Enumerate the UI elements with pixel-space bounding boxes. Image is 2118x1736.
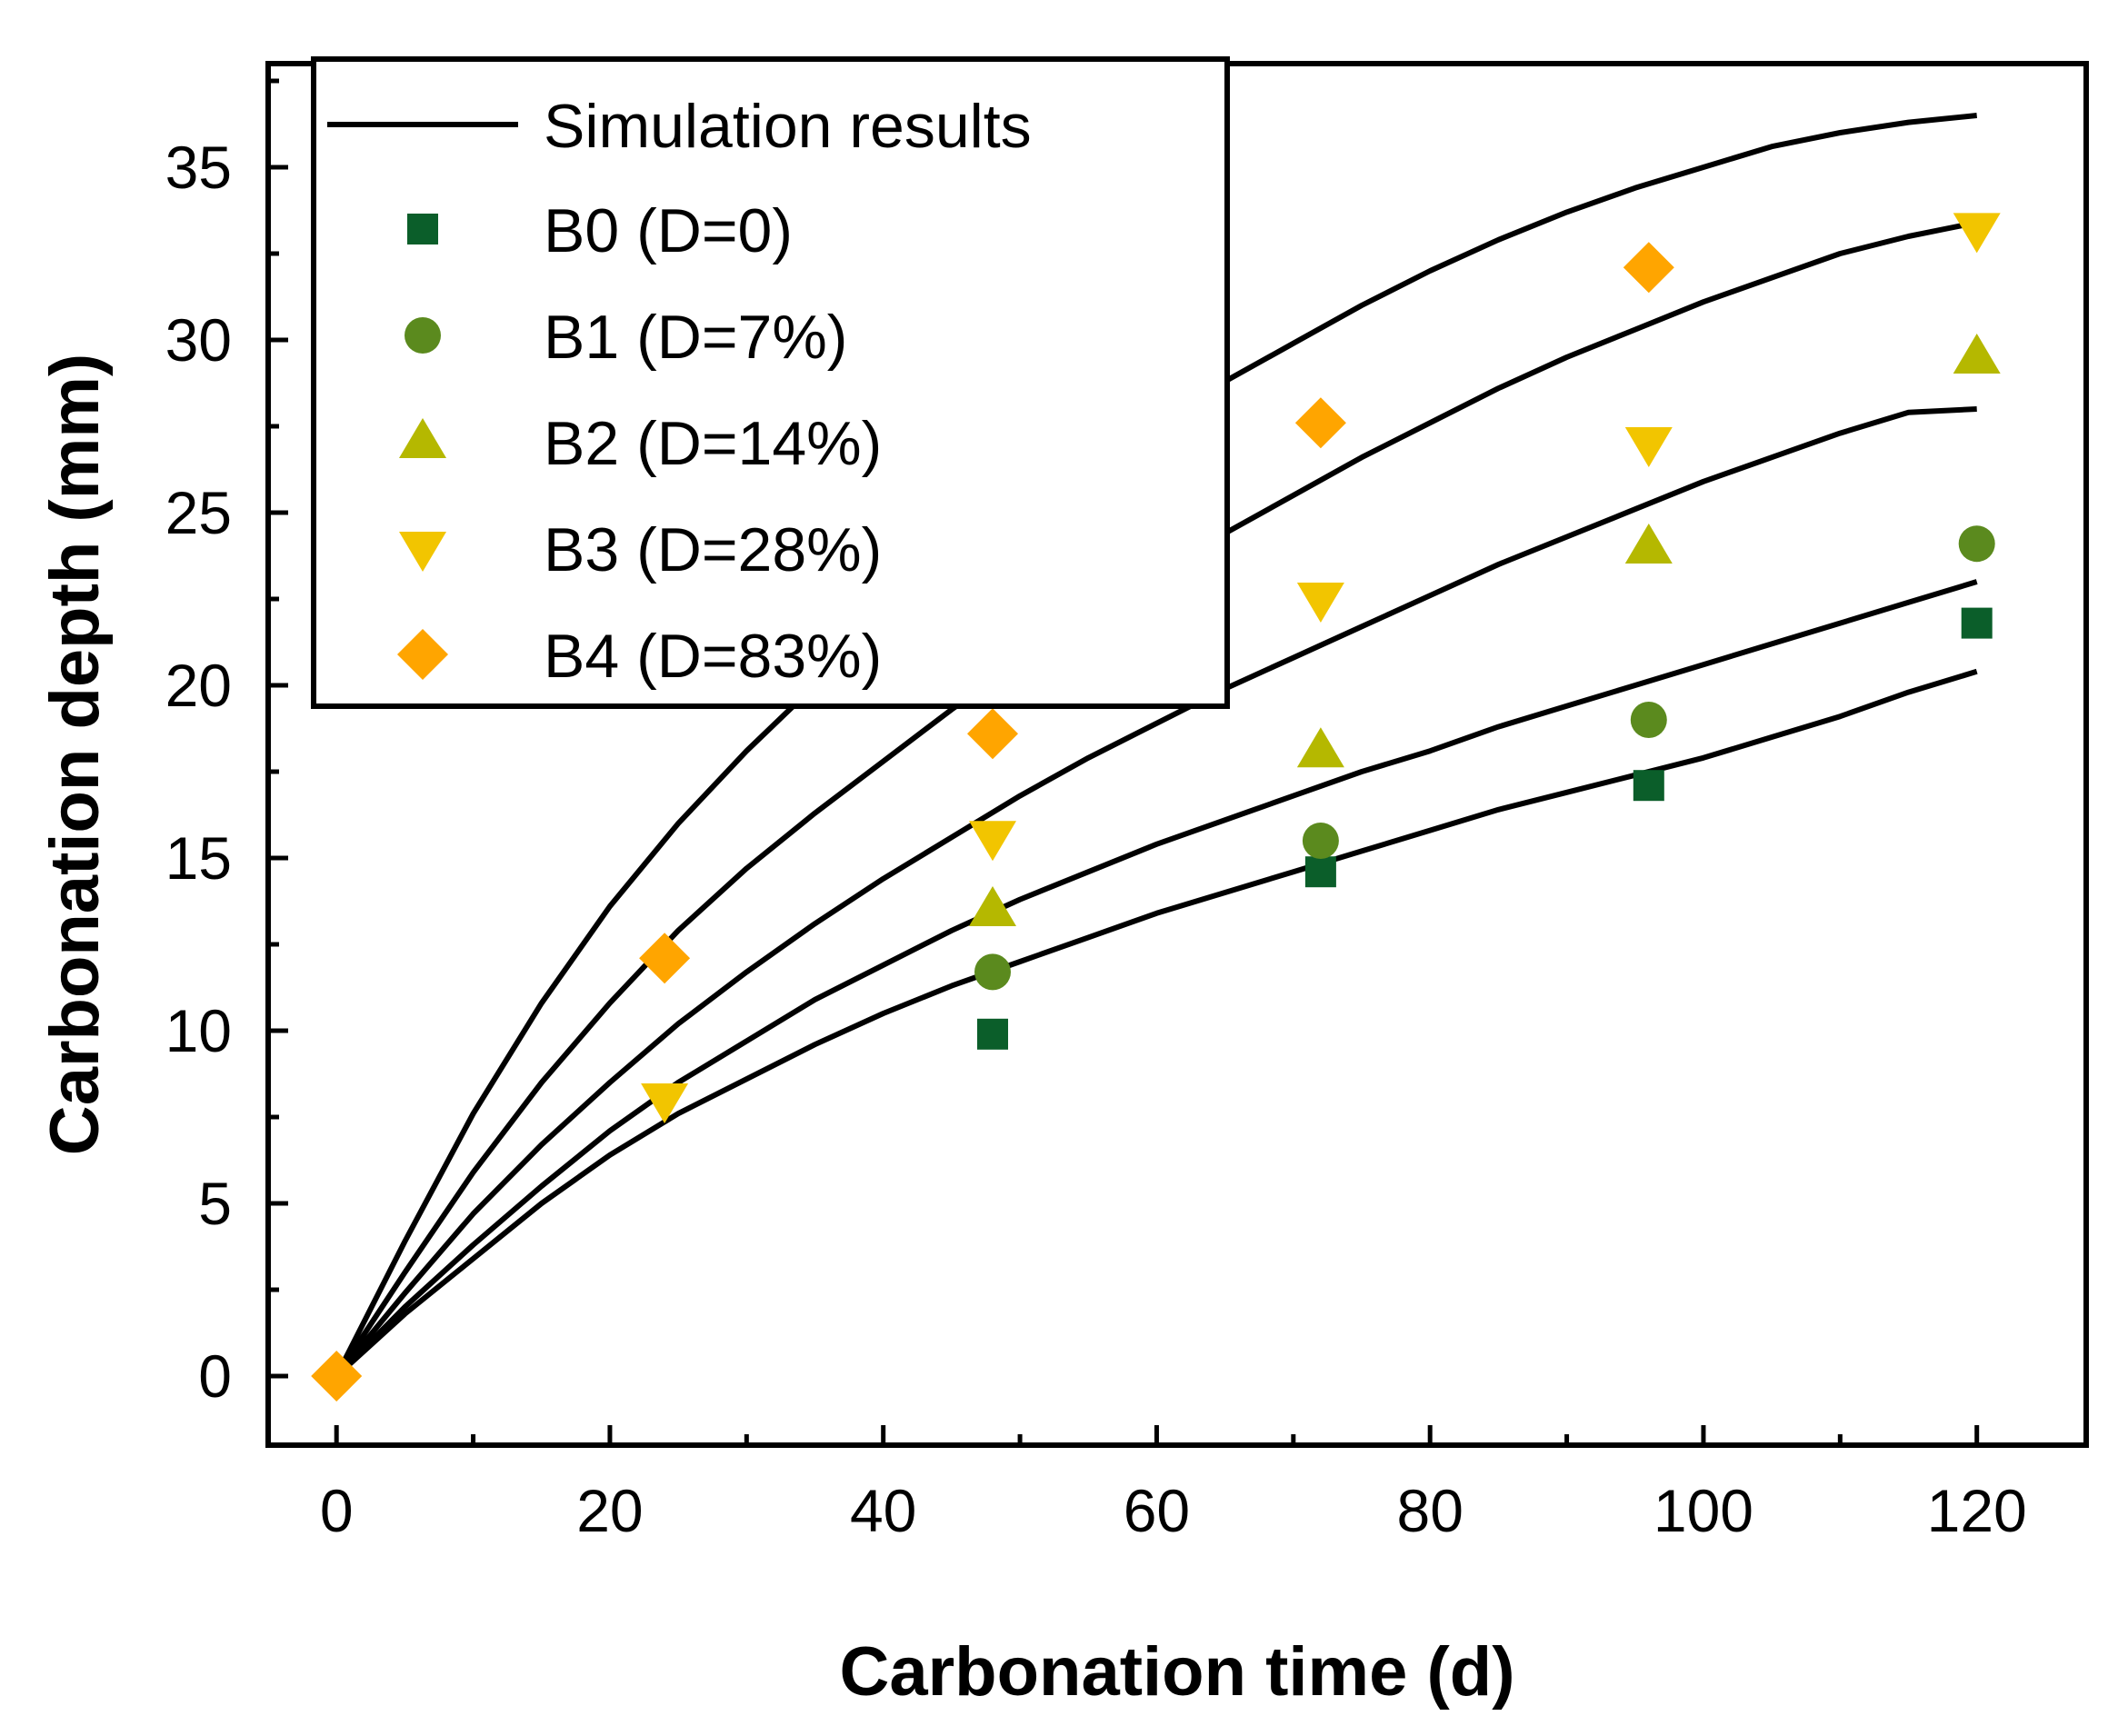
y-axis-title: Carbonation depth (mm) xyxy=(36,354,114,1155)
data-point-triangle-up xyxy=(968,886,1016,926)
x-tick-label: 80 xyxy=(1396,1477,1463,1544)
data-point-triangle-up xyxy=(1624,524,1673,564)
tick-labels: 0 20 40 60 80 100 120 0 5 10 15 20 25 30 35 xyxy=(165,134,2027,1544)
legend-label: B0 (D=0) xyxy=(544,196,793,265)
data-point-diamond xyxy=(1294,397,1346,449)
legend-marker-triangle-up xyxy=(399,418,446,458)
data-markers xyxy=(311,213,2001,1402)
data-point-triangle-down xyxy=(1296,583,1344,623)
data-point-square xyxy=(976,1018,1008,1050)
legend-marker-triangle-down xyxy=(399,532,446,572)
data-point-triangle-up xyxy=(1296,727,1344,768)
legend-marker-square xyxy=(407,214,438,244)
data-point-diamond xyxy=(1623,242,1674,294)
y-tick-label: 35 xyxy=(165,134,232,201)
legend-label: B2 (D=14%) xyxy=(544,409,882,478)
data-point-circle xyxy=(1958,525,1995,563)
y-tick-label: 0 xyxy=(198,1342,232,1410)
y-tick-label: 15 xyxy=(165,824,232,892)
legend-label: B4 (D=83%) xyxy=(544,622,882,691)
simulation-curve-0 xyxy=(335,668,1978,1379)
x-tick-label: 20 xyxy=(576,1477,643,1544)
legend-marker-circle xyxy=(405,317,441,354)
legend-label: B3 (D=28%) xyxy=(544,515,882,584)
data-point-circle xyxy=(1630,702,1667,738)
x-tick-label: 120 xyxy=(1927,1477,2027,1544)
x-tick-label: 40 xyxy=(850,1477,916,1544)
legend: Simulation results B0 (D=0) B1 (D=7%) B2 (… xyxy=(311,56,1230,709)
y-tick-label: 30 xyxy=(165,306,232,374)
x-tick-label: 0 xyxy=(320,1477,354,1544)
data-point-diamond xyxy=(311,1351,363,1402)
y-tick-label: 5 xyxy=(198,1170,232,1237)
data-point-triangle-up xyxy=(1953,334,2001,374)
data-point-diamond xyxy=(966,708,1018,760)
y-tick-label: 25 xyxy=(165,479,232,546)
data-point-triangle-down xyxy=(641,1083,689,1123)
data-point-triangle-down xyxy=(1953,213,2001,254)
data-point-triangle-down xyxy=(1624,427,1673,467)
data-point-square xyxy=(1961,607,1993,639)
data-point-square xyxy=(1633,770,1664,802)
x-tick-label: 60 xyxy=(1124,1477,1190,1544)
legend-simulation-label: Simulation results xyxy=(544,92,1032,161)
simulation-curve-2 xyxy=(334,406,1977,1378)
y-tick-label: 10 xyxy=(165,997,232,1064)
y-tick-label: 20 xyxy=(165,652,232,719)
legend-label: B1 (D=7%) xyxy=(544,303,847,372)
data-point-triangle-down xyxy=(968,821,1016,862)
legend-marker-diamond xyxy=(397,629,448,680)
data-point-square xyxy=(1304,856,1336,888)
data-point-circle xyxy=(974,953,1011,991)
legend-box xyxy=(311,56,1230,709)
data-point-diamond xyxy=(639,933,691,984)
x-axis-title: Carbonation time (d) xyxy=(839,1633,1514,1711)
data-point-circle xyxy=(1302,823,1339,859)
x-tick-label: 100 xyxy=(1653,1477,1753,1544)
simulation-curve-1 xyxy=(335,579,1978,1379)
